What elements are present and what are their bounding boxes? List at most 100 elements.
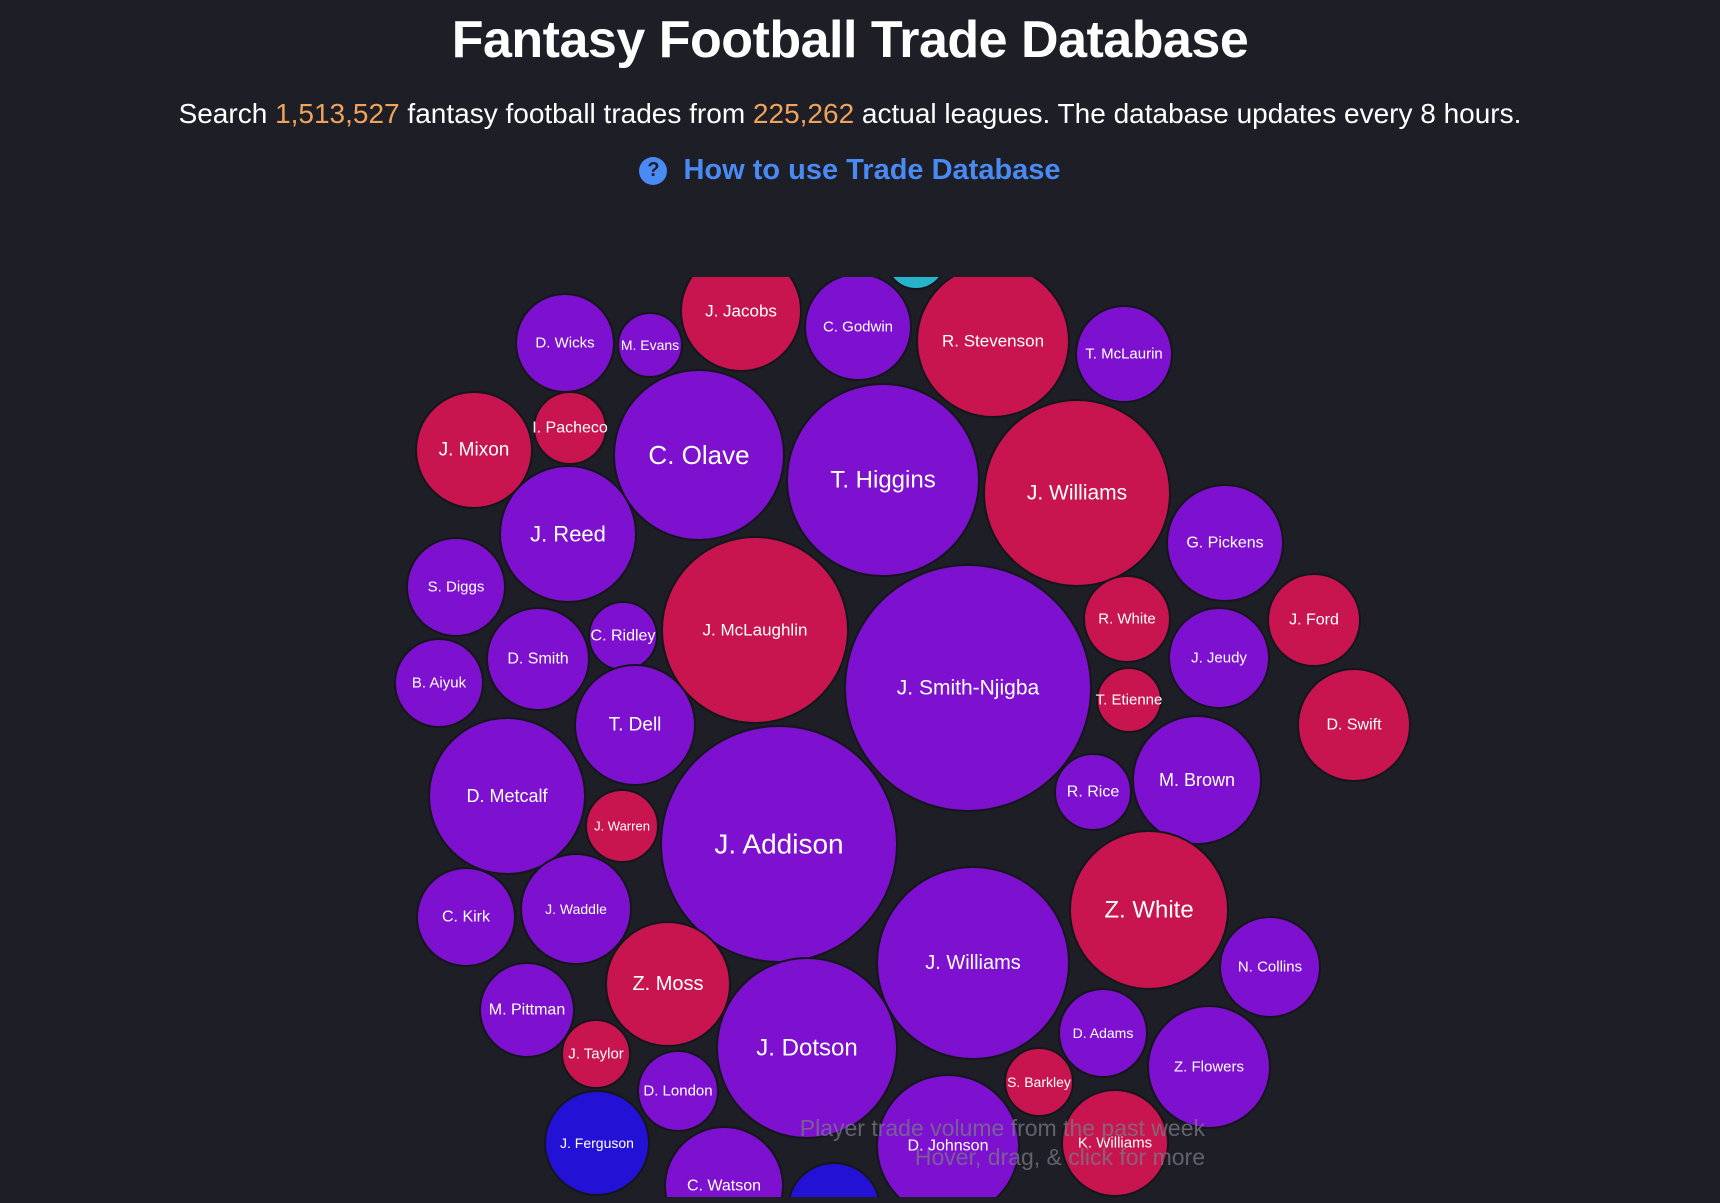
- player-bubble-c-ridley[interactable]: C. Ridley: [588, 601, 658, 671]
- player-bubble-circle[interactable]: [1219, 916, 1321, 1018]
- player-bubble-r-stevenson[interactable]: R. Stevenson: [916, 277, 1070, 418]
- player-bubble-circle[interactable]: [886, 277, 946, 290]
- player-bubble-j-waddle[interactable]: J. Waddle: [520, 853, 632, 965]
- player-bubble-d-smith[interactable]: D. Smith: [486, 607, 590, 711]
- player-bubble-j-reed[interactable]: J. Reed: [499, 465, 637, 603]
- player-bubble-z-moss[interactable]: Z. Moss: [605, 921, 731, 1047]
- player-bubble-c-olave[interactable]: C. Olave: [613, 369, 785, 541]
- player-bubble-circle[interactable]: [533, 391, 607, 465]
- player-bubble-c-watson[interactable]: C. Watson: [664, 1126, 784, 1197]
- player-bubble-circle[interactable]: [1147, 1005, 1271, 1129]
- player-bubble-circle[interactable]: [617, 312, 683, 378]
- player-bubble-m-pittman[interactable]: M. Pittman: [479, 962, 575, 1058]
- player-bubble-i-pacheco[interactable]: I. Pacheco: [532, 391, 608, 465]
- player-bubble-circle[interactable]: [844, 564, 1092, 812]
- player-bubble-t-mclaurin[interactable]: T. McLaurin: [1075, 305, 1173, 403]
- player-bubble-j-mclaughlin[interactable]: J. McLaughlin: [661, 536, 849, 724]
- player-bubble-b-aiyuk[interactable]: B. Aiyuk: [394, 638, 484, 728]
- player-bubble-circle[interactable]: [661, 536, 849, 724]
- player-bubble-d-swift[interactable]: D. Swift: [1297, 668, 1411, 782]
- player-bubble-j-ford[interactable]: J. Ford: [1267, 573, 1361, 667]
- player-bubble-chart[interactable]: J. Jacobs C. Godwin R. Stevenson D. Wicks M.…: [370, 277, 1420, 1197]
- player-bubble-j-smith-njigba[interactable]: J. Smith-Njigba: [844, 564, 1092, 812]
- player-bubble-r-rice[interactable]: R. Rice: [1054, 753, 1132, 831]
- player-bubble-t-higgins[interactable]: T. Higgins: [786, 383, 980, 577]
- player-bubble-circle[interactable]: [394, 638, 484, 728]
- player-bubble-j-jacobs[interactable]: J. Jacobs: [680, 277, 802, 372]
- player-bubble-d-london[interactable]: D. London: [637, 1050, 719, 1132]
- player-bubble-s-diggs[interactable]: S. Diggs: [406, 537, 506, 637]
- player-bubble-circle[interactable]: [416, 867, 516, 967]
- player-bubble-r-white[interactable]: R. White: [1083, 575, 1171, 663]
- player-bubble-circle[interactable]: [1132, 715, 1262, 845]
- player-bubble-circle[interactable]: [876, 1074, 1020, 1197]
- player-bubble-circle[interactable]: [680, 277, 802, 372]
- player-bubble-circle[interactable]: [876, 866, 1070, 1060]
- player-bubble-d-metcalf[interactable]: D. Metcalf: [428, 717, 586, 875]
- player-bubble-t-dell[interactable]: T. Dell: [574, 664, 696, 786]
- player-bubble-circle[interactable]: [406, 537, 506, 637]
- player-bubble-circle[interactable]: [1096, 667, 1162, 733]
- player-bubble-circle[interactable]: [486, 607, 590, 711]
- player-bubble-circle[interactable]: [479, 962, 575, 1058]
- player-bubble-d-johnson[interactable]: D. Johnson: [876, 1074, 1020, 1197]
- player-bubble-d-wicks[interactable]: D. Wicks: [515, 293, 615, 393]
- player-bubble-circle[interactable]: [1069, 830, 1229, 990]
- player-bubble-circle[interactable]: [1075, 305, 1173, 403]
- player-bubble-circle[interactable]: [716, 957, 898, 1139]
- player-bubble-circle[interactable]: [561, 1019, 631, 1089]
- player-bubble-circle[interactable]: [788, 1162, 880, 1197]
- player-bubble-circle[interactable]: [544, 1090, 650, 1196]
- player-bubble-z-white[interactable]: Z. White: [1069, 830, 1229, 990]
- player-bubble-c-kirk[interactable]: C. Kirk: [416, 867, 516, 967]
- player-bubble-circle[interactable]: [520, 853, 632, 965]
- player-bubble-j-addison[interactable]: J. Addison: [660, 725, 898, 963]
- player-bubble-circle[interactable]: [1083, 575, 1171, 663]
- player-bubble-j-mixon[interactable]: J. Mixon: [415, 391, 533, 509]
- player-bubble-k-williams[interactable]: K. Williams: [1061, 1089, 1169, 1197]
- player-bubble-m-brown[interactable]: M. Brown: [1132, 715, 1262, 845]
- player-bubble-j-taylor[interactable]: J. Taylor: [561, 1019, 631, 1089]
- player-bubble-j-williams[interactable]: J. Williams: [983, 399, 1171, 587]
- player-bubble-unlabeled[interactable]: [886, 277, 946, 290]
- player-bubble-circle[interactable]: [415, 391, 533, 509]
- player-bubble-label: D. Smith: [507, 651, 568, 668]
- player-bubble-circle[interactable]: [637, 1050, 719, 1132]
- player-bubble-j-ferguson[interactable]: J. Ferguson: [544, 1090, 650, 1196]
- bubble-chart-svg[interactable]: J. Jacobs C. Godwin R. Stevenson D. Wicks M.…: [370, 277, 1420, 1197]
- player-bubble-circle[interactable]: [1058, 988, 1148, 1078]
- player-bubble-circle[interactable]: [574, 664, 696, 786]
- how-to-use-link[interactable]: ? How to use Trade Database: [0, 154, 1700, 187]
- player-bubble-j-warren[interactable]: J. Warren: [585, 789, 659, 863]
- player-bubble-z-flowers[interactable]: Z. Flowers: [1147, 1005, 1271, 1129]
- player-bubble-circle[interactable]: [428, 717, 586, 875]
- player-bubble-m-andrews[interactable]: M. Andrews: [788, 1162, 880, 1197]
- player-bubble-d-adams[interactable]: D. Adams: [1058, 988, 1148, 1078]
- player-bubble-label: J. Ford: [1289, 612, 1339, 629]
- player-bubble-m-evans[interactable]: M. Evans: [617, 312, 683, 378]
- player-bubble-circle[interactable]: [1297, 668, 1411, 782]
- player-bubble-circle[interactable]: [1168, 607, 1270, 709]
- player-bubble-circle[interactable]: [613, 369, 785, 541]
- player-bubble-t-etienne[interactable]: T. Etienne: [1096, 667, 1163, 733]
- player-bubble-circle[interactable]: [916, 277, 1070, 418]
- player-bubble-n-collins[interactable]: N. Collins: [1219, 916, 1321, 1018]
- player-bubble-circle[interactable]: [983, 399, 1171, 587]
- player-bubble-circle[interactable]: [1004, 1047, 1074, 1117]
- player-bubble-circle[interactable]: [1267, 573, 1361, 667]
- player-bubble-circle[interactable]: [605, 921, 731, 1047]
- player-bubble-circle[interactable]: [499, 465, 637, 603]
- player-bubble-circle[interactable]: [1054, 753, 1132, 831]
- player-bubble-c-godwin[interactable]: C. Godwin: [804, 277, 912, 381]
- player-bubble-g-pickens[interactable]: G. Pickens: [1166, 484, 1284, 602]
- player-bubble-s-barkley[interactable]: S. Barkley: [1004, 1047, 1074, 1117]
- player-bubble-j-dotson[interactable]: J. Dotson: [716, 957, 898, 1139]
- player-bubble-circle[interactable]: [786, 383, 980, 577]
- player-bubble-circle[interactable]: [1166, 484, 1284, 602]
- player-bubble-circle[interactable]: [664, 1126, 784, 1197]
- player-bubble-j-jeudy[interactable]: J. Jeudy: [1168, 607, 1270, 709]
- player-bubble-circle[interactable]: [804, 277, 912, 381]
- player-bubble-j-williams[interactable]: J. Williams: [876, 866, 1070, 1060]
- player-bubble-circle[interactable]: [585, 789, 659, 863]
- player-bubble-circle[interactable]: [1061, 1089, 1169, 1197]
